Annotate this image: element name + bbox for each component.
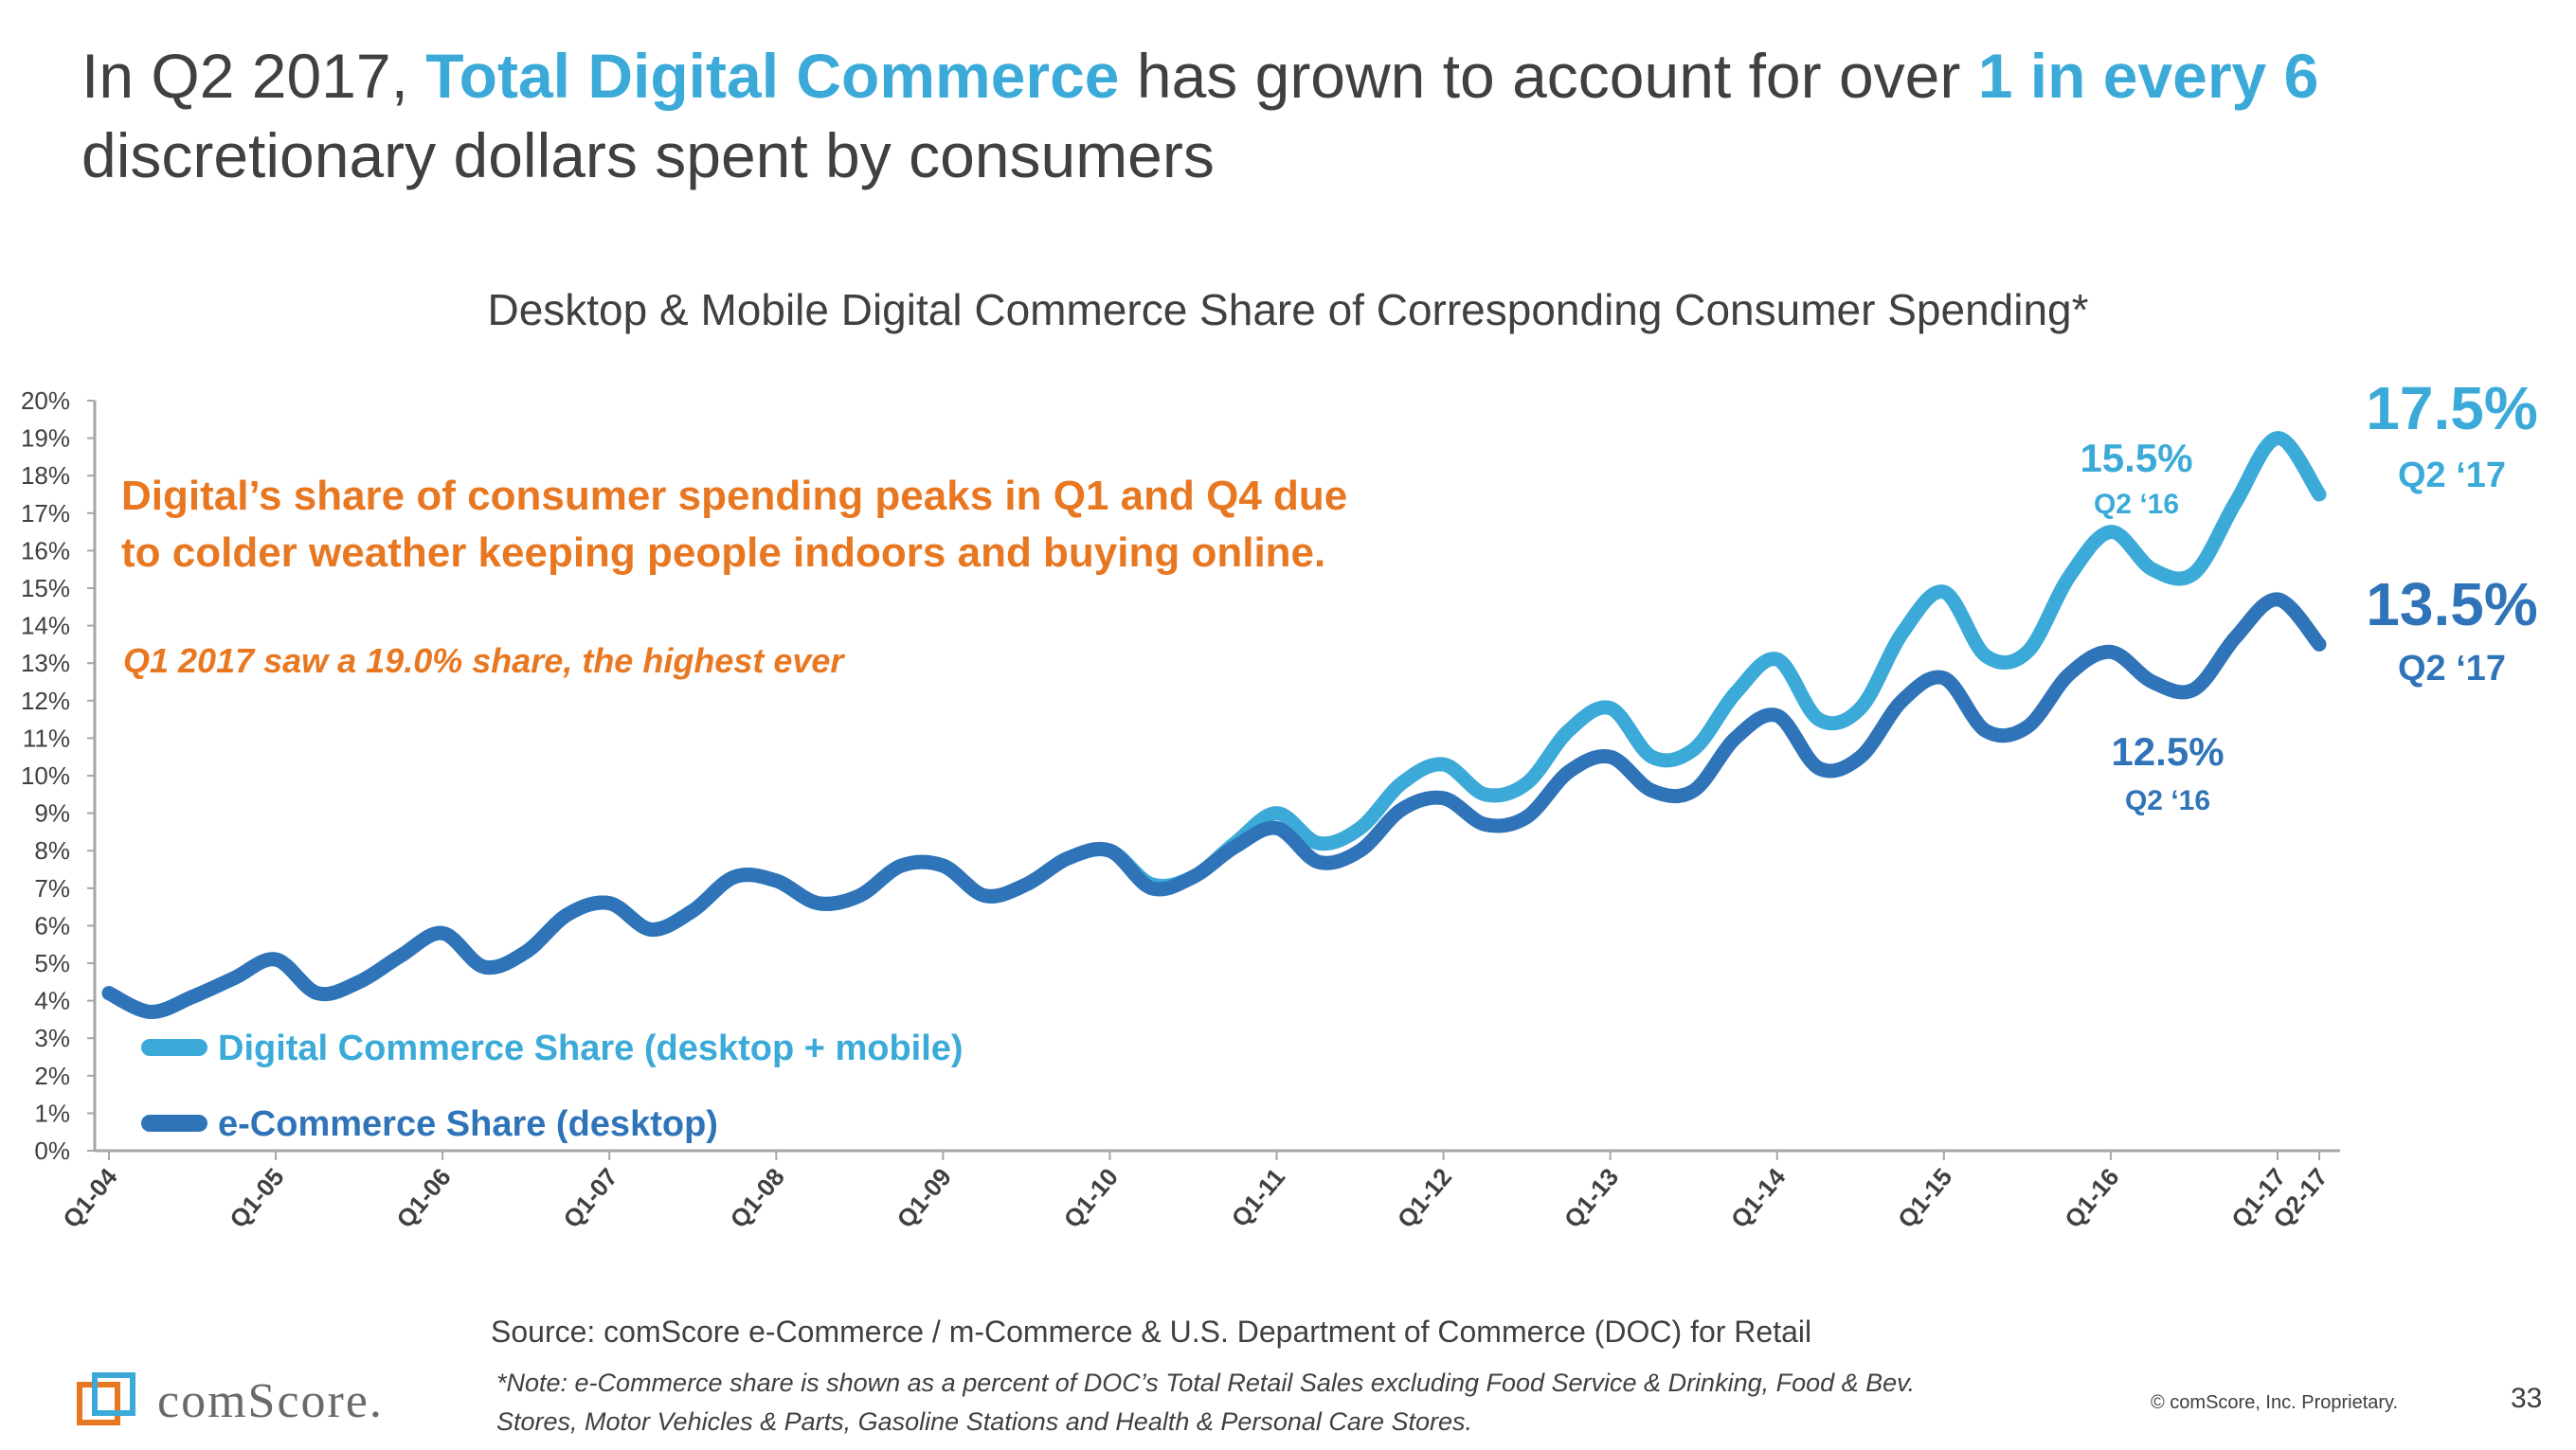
chart-series [101, 431, 2327, 1019]
comscore-logo-text: comScore. [157, 1374, 384, 1428]
comscore-logo-icon [77, 1372, 135, 1425]
y-axis-ticks: 0% 1% 2% 3% 4% 5% 6% 7% 8% 9% 10% 11% 12% 13% 14% 15% 16… [21, 386, 95, 1165]
x-tick-label: Q1-12 [1392, 1163, 1457, 1234]
peak-annotation-line1: Digital’s share of consumer spending pea… [121, 473, 1347, 519]
y-tick-label: 0% [34, 1137, 70, 1165]
x-tick-label: Q1-16 [2059, 1163, 2124, 1234]
y-tick-label: 10% [21, 761, 70, 790]
headline-highlight-ratio: 1 in every 6 [1977, 41, 2319, 111]
x-tick-label: Q1-05 [224, 1163, 289, 1234]
headline-highlight-total-digital: Total Digital Commerce [425, 41, 1120, 111]
ecom-q2-17-value: 13.5% [2366, 570, 2537, 638]
ecom-q2-16-value: 12.5% [2111, 729, 2224, 774]
y-tick-label: 20% [21, 386, 70, 415]
x-tick-label: Q1-09 [892, 1163, 957, 1234]
peak-annotation-subtext: Q1 2017 saw a 19.0% share, the highest e… [123, 641, 845, 680]
x-tick-label: Q1-07 [557, 1163, 622, 1234]
y-tick-label: 18% [21, 461, 70, 490]
ecom-q2-16-label: Q2 ‘16 [2125, 785, 2210, 816]
digital-q2-16-value: 15.5% [2080, 436, 2192, 480]
page-number: 33 [2511, 1383, 2543, 1414]
headline-part3: discretionary dollars spent by consumers [81, 120, 1215, 190]
x-tick-label: Q1-11 [1226, 1163, 1291, 1233]
copyright-notice: © comScore, Inc. Proprietary. [2151, 1392, 2399, 1413]
y-tick-label: 9% [34, 799, 70, 828]
y-tick-label: 1% [34, 1099, 70, 1127]
headline-part1: In Q2 2017, [81, 41, 426, 111]
comscore-logo: comScore. [76, 1371, 474, 1428]
peak-annotation-line2: to colder weather keeping people indoors… [121, 529, 1325, 576]
x-axis-ticks: Q1-04 Q1-05 Q1-06 Q1-07 Q1-08 Q1-09 Q1-10 Q1-11… [57, 1151, 2333, 1233]
source-note: Source: comScore e-Commerce / m-Commerce… [491, 1315, 1812, 1349]
y-tick-label: 16% [21, 536, 70, 564]
y-tick-label: 7% [34, 874, 70, 903]
y-tick-label: 14% [21, 612, 70, 640]
slide-headline: In Q2 2017, Total Digital Commerce has g… [81, 36, 2564, 195]
y-tick-label: 12% [21, 687, 70, 715]
x-tick-label: Q1-04 [57, 1162, 123, 1233]
x-tick-label: Q1-15 [1892, 1163, 1957, 1234]
y-tick-label: 8% [34, 836, 70, 865]
chart-title: Desktop & Mobile Digital Commerce Share … [487, 285, 2089, 334]
digital-q2-17-label: Q2 ‘17 [2398, 456, 2506, 495]
ecom-q2-17-label: Q2 ‘17 [2398, 649, 2506, 689]
x-tick-label: Q1-08 [724, 1163, 789, 1234]
y-tick-label: 6% [34, 911, 70, 940]
digital-q2-16-label: Q2 ‘16 [2094, 489, 2179, 520]
x-tick-label: Q1-10 [1058, 1163, 1124, 1234]
y-tick-label: 4% [34, 987, 70, 1015]
x-tick-label: Q1-13 [1558, 1163, 1624, 1234]
y-tick-label: 17% [21, 499, 70, 528]
y-tick-label: 11% [23, 724, 70, 752]
footnote: *Note: e-Commerce share is shown as a pe… [496, 1369, 1916, 1436]
y-tick-label: 3% [34, 1024, 70, 1052]
y-tick-label: 15% [21, 574, 70, 602]
legend-label-ecommerce: e-Commerce Share (desktop) [218, 1104, 718, 1144]
legend-label-digital: Digital Commerce Share (desktop + mobile… [218, 1029, 964, 1068]
y-tick-label: 5% [34, 949, 70, 977]
digital-q2-17-value: 17.5% [2366, 374, 2537, 442]
headline-part2: has grown to account for over [1119, 41, 1978, 111]
x-tick-label: Q1-06 [390, 1163, 456, 1234]
y-tick-label: 19% [21, 424, 70, 453]
x-tick-label: Q1-14 [1725, 1162, 1792, 1233]
series-line-ecommerce-desktop [101, 592, 2327, 1019]
y-tick-label: 2% [34, 1062, 70, 1090]
y-tick-label: 13% [21, 649, 70, 677]
